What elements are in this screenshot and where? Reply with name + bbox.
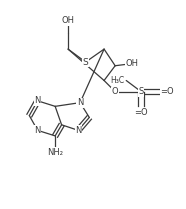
Text: =O: =O [134,108,148,117]
Text: N: N [34,126,41,135]
Text: H₃C: H₃C [110,76,124,85]
Text: OH: OH [125,59,138,68]
Text: N: N [77,98,83,107]
Text: O: O [112,87,118,96]
Text: S: S [83,57,89,66]
Text: N: N [75,126,81,135]
Text: N: N [34,96,41,105]
Text: S: S [138,87,144,96]
Text: OH: OH [62,16,75,25]
Text: NH₂: NH₂ [47,148,63,157]
Text: =O: =O [160,87,174,96]
